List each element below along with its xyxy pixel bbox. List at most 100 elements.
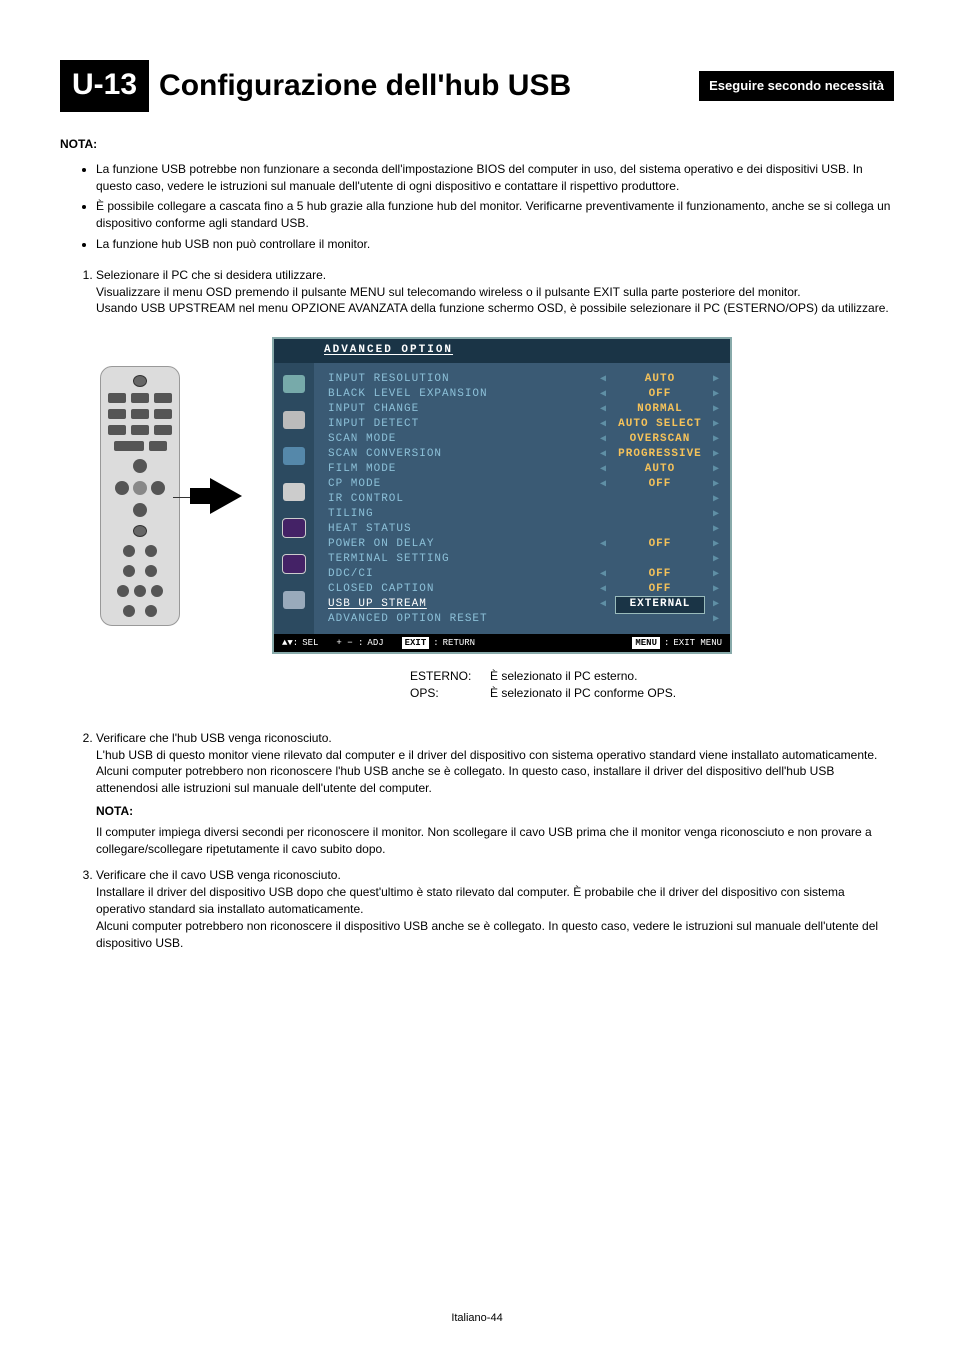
osd-lines: INPUT RESOLUTION◀AUTO▶BLACK LEVEL EXPANS…	[314, 363, 730, 634]
osd-row-label: TILING	[328, 507, 374, 522]
page-footer: Italiano-44	[0, 1311, 954, 1326]
triangle-right-icon: ▶	[713, 403, 720, 417]
step3-lead: Verificare che il cavo USB venga riconos…	[96, 868, 341, 882]
osd-row-value-wrap: ▶	[570, 523, 720, 537]
osd-row-value-wrap: ▶	[570, 508, 720, 522]
triangle-left-icon: ◀	[600, 373, 607, 387]
osd-row-value-wrap: ▶	[570, 493, 720, 507]
osd-foot-exit-tag: EXIT	[402, 637, 430, 650]
osd-row: SCAN CONVERSION◀PROGRESSIVE▶	[328, 448, 720, 463]
osd-row-value-wrap: ◀ OFF ▶	[570, 537, 720, 552]
osd-row-label: HEAT STATUS	[328, 522, 412, 537]
osd-row-value: OFF	[615, 477, 705, 492]
osd-row-value: OFF	[615, 537, 705, 552]
triangle-left-icon: ◀	[600, 538, 607, 552]
exec-note-box: Eseguire secondo necessità	[699, 71, 894, 101]
triangle-left-icon: ◀	[600, 568, 607, 582]
osd-row-value-wrap: ◀ EXTERNAL ▶	[570, 596, 720, 613]
osd-row-value: OFF	[615, 387, 705, 402]
osd-row-label: USB UP STREAM	[328, 597, 427, 612]
osd-row: TILING ▶	[328, 508, 720, 523]
osd-tab-icon	[283, 375, 305, 393]
triangle-left-icon: ◀	[600, 418, 607, 432]
nota-heading: NOTA:	[60, 136, 894, 153]
triangle-left-icon: ◀	[600, 598, 607, 612]
triangle-right-icon: ▶	[713, 373, 720, 387]
triangle-left-icon: ◀	[600, 433, 607, 447]
page-title-row: U-13 Configurazione dell'hub USB Eseguir…	[60, 60, 894, 112]
osd-row-label: INPUT DETECT	[328, 417, 419, 432]
osd-foot-return: RETURN	[443, 637, 475, 650]
osd-tab-icon	[283, 519, 305, 537]
osd-row: INPUT CHANGE ◀NORMAL▶	[328, 403, 720, 418]
note-item: La funzione USB potrebbe non funzionare …	[96, 161, 894, 195]
osd-row-label: DDC/CI	[328, 567, 374, 582]
step2-lead: Verificare che l'hub USB venga riconosci…	[96, 731, 332, 745]
triangle-left-icon: ◀	[600, 583, 607, 597]
triangle-right-icon: ▶	[713, 493, 720, 507]
osd-row-value: AUTO	[615, 462, 705, 477]
steps-list-cont: Verificare che l'hub USB venga riconosci…	[60, 730, 894, 952]
osd-row: USB UP STREAM ◀ EXTERNAL ▶	[328, 598, 720, 613]
triangle-right-icon: ▶	[713, 538, 720, 552]
step3-p2: Installare il driver del dispositivo USB…	[96, 885, 845, 916]
osd-row-value-wrap: ◀OFF▶	[570, 567, 720, 582]
osd-tab-icons	[274, 363, 314, 634]
osd-row-label: CLOSED CAPTION	[328, 582, 434, 597]
step1-p2: Visualizzare il menu OSD premendo il pul…	[96, 285, 801, 299]
osd-row: CP MODE◀OFF▶	[328, 478, 720, 493]
osd-foot-adj: ADJ	[367, 637, 383, 650]
osd-foot-sel: SEL	[302, 637, 318, 650]
step2-nota: NOTA:	[96, 803, 894, 820]
osd-row-value-wrap: ◀OFF▶	[570, 387, 720, 402]
steps-list: Selezionare il PC che si desidera utiliz…	[60, 267, 894, 317]
osd-footer: ▲▼:SEL + − :ADJ EXIT:RETURN MENU:EXIT ME…	[274, 634, 730, 653]
triangle-right-icon: ▶	[713, 583, 720, 597]
step2-p2: L'hub USB di questo monitor viene rileva…	[96, 748, 877, 796]
osd-row-label: INPUT RESOLUTION	[328, 372, 450, 387]
triangle-right-icon: ▶	[713, 448, 720, 462]
osd-foot-exitmenu: EXIT MENU	[673, 637, 722, 650]
osd-row: CLOSED CAPTION◀OFF▶	[328, 583, 720, 598]
triangle-right-icon: ▶	[713, 553, 720, 567]
osd-row: INPUT RESOLUTION ◀ AUTO ▶	[328, 373, 720, 388]
step-3: Verificare che il cavo USB venga riconos…	[96, 867, 894, 951]
legend-esterno-v: È selezionato il PC esterno.	[490, 668, 637, 685]
legend-ops-v: È selezionato il PC conforme OPS.	[490, 685, 676, 702]
osd-row: SCAN MODE◀OVERSCAN▶	[328, 433, 720, 448]
osd-row-value: EXTERNAL	[615, 596, 705, 613]
triangle-right-icon: ▶	[713, 613, 720, 627]
osd-row: POWER ON DELAY◀OFF▶	[328, 538, 720, 553]
osd-tab-icon	[283, 447, 305, 465]
osd-row: IR CONTROL ▶	[328, 493, 720, 508]
osd-row-value-wrap: ◀OVERSCAN▶	[570, 432, 720, 447]
step1-lead: Selezionare il PC che si desidera utiliz…	[96, 268, 326, 282]
osd-row-value-wrap: ◀AUTO▶	[570, 462, 720, 477]
osd-tab-icon	[283, 555, 305, 573]
triangle-right-icon: ▶	[713, 598, 720, 612]
osd-row-label: INPUT CHANGE	[328, 402, 419, 417]
legend-esterno-k: ESTERNO:	[410, 668, 490, 685]
osd-foot-menu-tag: MENU	[632, 637, 660, 650]
osd-row-value: OFF	[615, 567, 705, 582]
osd-row: HEAT STATUS ▶	[328, 523, 720, 538]
osd-row-label: IR CONTROL	[328, 492, 404, 507]
osd-tab-icon	[283, 483, 305, 501]
triangle-right-icon: ▶	[713, 478, 720, 492]
triangle-left-icon: ◀	[600, 388, 607, 402]
triangle-right-icon: ▶	[713, 418, 720, 432]
osd-row-value-wrap: ◀ AUTO ▶	[570, 372, 720, 387]
step-1: Selezionare il PC che si desidera utiliz…	[96, 267, 894, 317]
osd-row-value: OVERSCAN	[615, 432, 705, 447]
step3-p3: Alcuni computer potrebbero non riconosce…	[96, 919, 878, 950]
osd-row-value-wrap: ▶	[570, 613, 720, 627]
note-item: La funzione hub USB non può controllare …	[96, 236, 894, 253]
legend-ops-k: OPS:	[410, 685, 490, 702]
osd-row-value: AUTO	[615, 372, 705, 387]
figure-row: ADVANCED OPTION INPUT RESOLUTION◀AUTO▶BL…	[100, 337, 894, 654]
top-notes-list: La funzione USB potrebbe non funzionare …	[60, 161, 894, 253]
osd-row-value-wrap: ◀NORMAL▶	[570, 402, 720, 417]
osd-row: DDC/CI◀OFF▶	[328, 568, 720, 583]
step-2: Verificare che l'hub USB venga riconosci…	[96, 730, 894, 858]
osd-row: BLACK LEVEL EXPANSION◀OFF▶	[328, 388, 720, 403]
